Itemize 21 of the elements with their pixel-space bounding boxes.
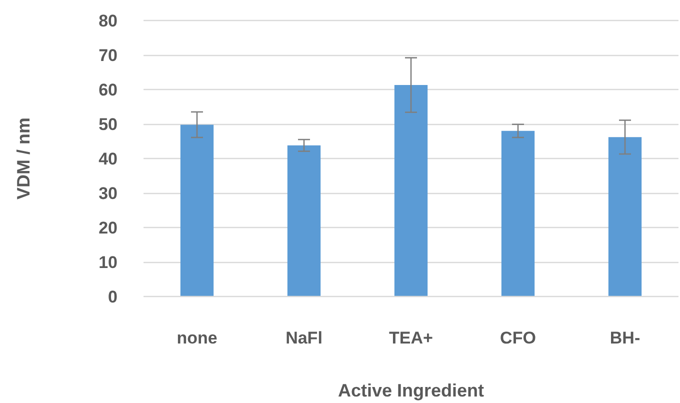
bar <box>394 85 428 296</box>
y-tick-label: 30 <box>98 184 118 203</box>
bar <box>501 130 535 296</box>
y-tick-label: 10 <box>98 253 118 272</box>
y-tick-label: 60 <box>98 80 118 100</box>
bar <box>180 124 214 296</box>
x-tick-label: none <box>176 328 218 348</box>
x-axis-title: Active Ingredient <box>338 380 484 400</box>
bar <box>287 145 321 296</box>
y-tick-label: 20 <box>98 218 118 238</box>
y-tick-label: 70 <box>98 46 118 65</box>
y-tick-label: 0 <box>108 288 118 306</box>
x-tick-label: TEA+ <box>389 328 434 348</box>
y-tick-label: 40 <box>98 150 118 168</box>
y-tick-label: 80 <box>98 12 118 30</box>
x-tick-label: CFO <box>500 328 536 348</box>
bar <box>608 137 642 296</box>
y-axis-title: VDM / nm <box>14 117 34 200</box>
x-tick-label: NaFl <box>286 328 322 348</box>
y-tick-label: 50 <box>98 115 118 134</box>
x-tick-label: BH- <box>610 328 640 348</box>
